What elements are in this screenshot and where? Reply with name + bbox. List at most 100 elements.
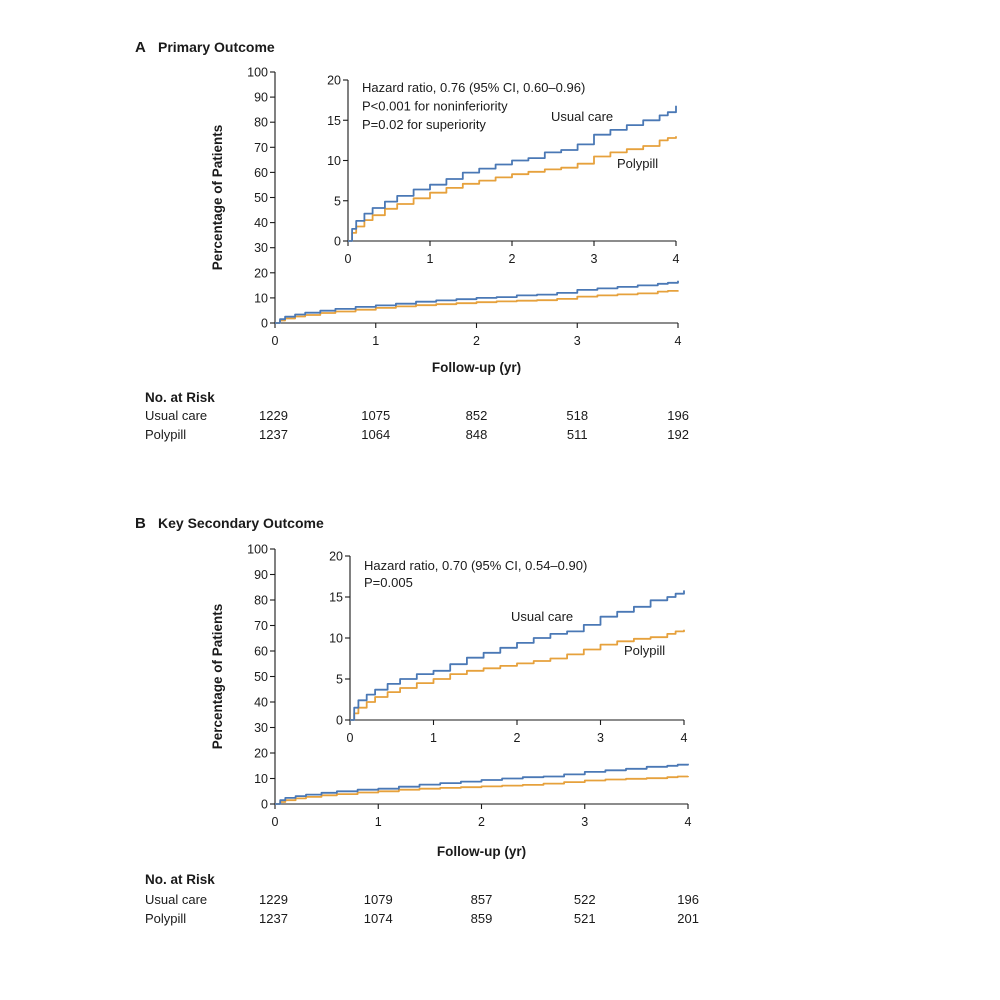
risk-table-row: Usual care 1229 1079 857 522 196 [145,892,699,907]
inset-chart: 0 5 10 15 20 0 1 2 3 4 Hazard ratio, 0.70 (95% CI,… [329,550,692,748]
inset-annotation-line: P<0.001 for noninferiority [362,99,508,114]
inset-y-tick-label: 15 [327,114,341,128]
y-tick-label: 10 [254,291,268,305]
inset-x-tick-label: 0 [345,252,352,266]
risk-table-row: Polypill 1237 1064 848 511 192 [145,427,689,442]
inset-label-usual-care: Usual care [511,609,573,624]
inset-y-tick-label: 5 [334,194,341,208]
y-tick-label: 20 [254,747,268,761]
y-axis-title: Percentage of Patients [210,604,225,750]
x-axis-title: Follow-up (yr) [437,844,526,859]
y-tick-label: 30 [254,241,268,255]
risk-row-value: 192 [667,427,689,442]
inset-annotation-line: P=0.005 [364,575,413,590]
inset-curve-polypill [348,136,677,242]
inset-annotation-line: Hazard ratio, 0.76 (95% CI, 0.60–0.96) [362,80,585,95]
inset-x-tick-label: 0 [347,731,354,745]
y-tick-label: 30 [254,721,268,735]
y-tick-label: 60 [254,166,268,180]
y-tick-label: 100 [247,543,268,557]
y-tick-label: 70 [254,141,268,155]
risk-row-value: 848 [466,427,488,442]
risk-row-name: Usual care [145,892,207,907]
risk-row-value: 1237 [259,427,288,442]
main-curve-usual-care [275,763,689,805]
inset-x-tick-label: 2 [514,731,521,745]
y-axis-title: Percentage of Patients [210,125,225,271]
risk-row-value: 201 [677,911,699,926]
risk-row-value: 518 [566,408,588,423]
inset-x-tick-label: 1 [427,252,434,266]
x-tick-label: 3 [574,334,581,348]
x-tick-label: 2 [478,815,485,829]
risk-table-row: Usual care 1229 1075 852 518 196 [145,408,689,423]
y-tick-label: 90 [254,568,268,582]
inset-label-polypill: Polypill [624,643,665,658]
inset-chart: 0 5 10 15 20 0 1 2 3 4 Hazard ratio, 0.76 (95% CI,… [327,74,684,269]
risk-table-heading: No. at Risk [145,872,215,887]
risk-row-value: 857 [471,892,493,907]
y-tick-label: 80 [254,594,268,608]
y-tick-label: 0 [261,317,268,331]
y-tick-label: 60 [254,645,268,659]
inset-y-tick-label: 10 [327,154,341,168]
risk-row-value: 522 [574,892,596,907]
inset-y-tick-label: 5 [336,673,343,687]
inset-curve-usual-care [348,105,677,242]
main-curve-polypill [275,290,679,324]
inset-y-tick-label: 20 [327,74,341,88]
risk-row-value: 1079 [364,892,393,907]
panel-letter: B [135,515,146,532]
y-tick-label: 0 [261,798,268,812]
y-tick-label: 50 [254,191,268,205]
inset-curve-usual-care [350,590,685,721]
inset-x-tick-label: 3 [597,731,604,745]
x-tick-label: 0 [272,334,279,348]
risk-row-value: 859 [471,911,493,926]
y-tick-label: 50 [254,670,268,684]
inset-background [348,74,684,269]
y-tick-label: 40 [254,216,268,230]
risk-row-value: 1074 [364,911,393,926]
y-tick-label: 10 [254,772,268,786]
risk-table: No. at Risk Usual care 1229 1075 852 518 196 Po… [145,390,689,442]
panel-letter: A [135,39,146,56]
y-tick-label: 20 [254,266,268,280]
inset-label-usual-care: Usual care [551,109,613,124]
x-tick-label: 1 [375,815,382,829]
risk-table-heading: No. at Risk [145,390,215,405]
inset-label-polypill: Polypill [617,156,658,171]
x-tick-label: 3 [581,815,588,829]
panel-title: Key Secondary Outcome [158,515,324,531]
risk-row-value: 1229 [259,892,288,907]
x-tick-label: 2 [473,334,480,348]
inset-annotation-line: P=0.02 for superiority [362,117,486,132]
risk-row-value: 852 [466,408,488,423]
y-tick-label: 40 [254,696,268,710]
risk-row-value: 1229 [259,408,288,423]
inset-y-tick-label: 20 [329,550,343,564]
inset-x-tick-label: 4 [673,252,680,266]
x-tick-label: 0 [272,815,279,829]
panel-b: B Key Secondary Outcome010203040506070809… [135,515,699,926]
inset-x-tick-label: 3 [591,252,598,266]
risk-table-row: Polypill 1237 1074 859 521 201 [145,911,699,926]
risk-table: No. at Risk Usual care 1229 1079 857 522 196 Po… [145,872,699,926]
y-tick-label: 90 [254,91,268,105]
x-tick-label: 4 [685,815,692,829]
risk-row-value: 1237 [259,911,288,926]
risk-row-name: Polypill [145,911,186,926]
risk-row-name: Usual care [145,408,207,423]
risk-row-name: Polypill [145,427,186,442]
inset-y-tick-label: 10 [329,632,343,646]
inset-x-tick-label: 4 [681,731,688,745]
risk-row-value: 196 [677,892,699,907]
x-tick-label: 1 [372,334,379,348]
risk-row-value: 1064 [361,427,390,442]
risk-row-value: 521 [574,911,596,926]
x-tick-label: 4 [675,334,682,348]
